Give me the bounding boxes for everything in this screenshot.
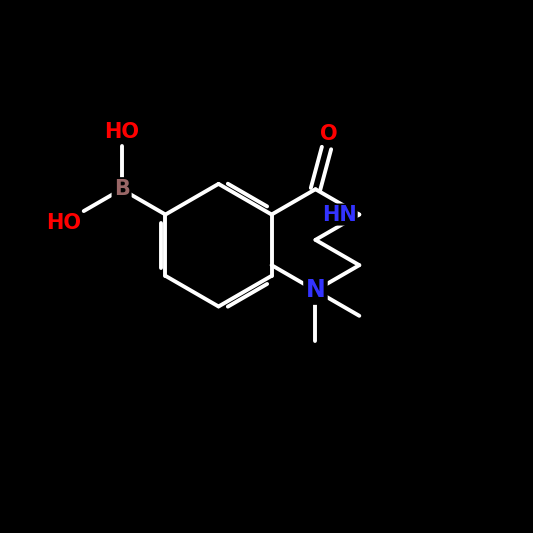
Text: B: B — [114, 179, 130, 199]
Text: HO: HO — [46, 213, 81, 233]
Text: HO: HO — [104, 122, 139, 142]
Text: HN: HN — [322, 205, 357, 224]
Text: O: O — [320, 124, 337, 144]
Text: N: N — [305, 278, 325, 303]
